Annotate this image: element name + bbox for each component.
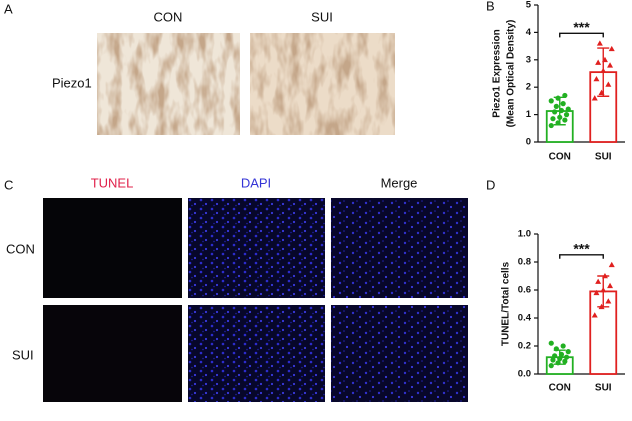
column-label: Merge (381, 175, 418, 190)
data-point (608, 45, 615, 52)
data-point (557, 114, 563, 120)
y-tick-label: 0.2 (518, 341, 531, 352)
data-point (557, 356, 563, 362)
micrograph-texture (97, 33, 240, 135)
x-tick-label: SUI (595, 152, 612, 163)
data-point (555, 120, 561, 126)
significance-label: *** (573, 241, 590, 257)
bar (589, 71, 618, 143)
column-label: TUNEL (91, 175, 134, 190)
data-point (553, 346, 559, 352)
micrograph (43, 198, 182, 298)
data-point (563, 112, 570, 118)
y-tick-label: 2 (526, 82, 531, 93)
data-point (562, 117, 568, 123)
significance-bracket (559, 32, 604, 38)
data-point (565, 106, 571, 112)
column-label: CON (154, 9, 183, 24)
data-point (608, 261, 615, 268)
data-point (595, 278, 602, 284)
data-point (548, 340, 554, 346)
column-label: DAPI (241, 175, 271, 190)
data-point (605, 298, 612, 304)
data-point (565, 349, 571, 355)
data-point (548, 122, 554, 129)
x-tick-label: SUI (595, 383, 612, 394)
data-point (593, 289, 600, 296)
y-tick-label: 1.0 (518, 229, 531, 240)
data-point (591, 95, 598, 101)
data-point (553, 103, 559, 109)
data-point (560, 101, 566, 107)
micrograph (331, 198, 468, 298)
y-tick-label: 0.0 (518, 369, 531, 380)
data-point (605, 81, 612, 87)
micrograph (188, 198, 325, 298)
y-tick-label: 0 (526, 137, 531, 148)
data-point (607, 282, 614, 289)
data-point (558, 351, 565, 357)
data-point (548, 363, 554, 369)
y-tick-label: 0.8 (518, 257, 531, 268)
data-point (601, 56, 608, 63)
significance-label: *** (573, 19, 590, 35)
panel-label: A (4, 1, 13, 16)
micrograph (188, 305, 325, 402)
data-point (548, 98, 554, 104)
panel-label: C (4, 177, 13, 192)
data-point (550, 357, 556, 363)
y-tick-label: 0.4 (518, 313, 532, 324)
data-point (563, 354, 570, 360)
data-point (598, 303, 605, 310)
data-point (601, 273, 608, 279)
data-point (552, 109, 558, 115)
data-point (593, 75, 600, 82)
micrograph (43, 305, 182, 402)
y-axis-label: (Mean Optical Density) (506, 20, 517, 128)
data-point (607, 62, 614, 68)
data-point (600, 287, 607, 293)
panel-label: D (486, 177, 495, 192)
y-axis-label: Piezo1 Expression (492, 29, 503, 117)
micrograph-texture (250, 33, 395, 135)
micrograph (331, 305, 468, 402)
significance-bracket (559, 254, 604, 259)
x-tick-label: CON (549, 152, 571, 163)
x-tick-label: CON (549, 383, 571, 394)
data-point (552, 353, 558, 359)
data-point (595, 59, 602, 65)
row-label: Piezo1 (52, 75, 92, 90)
data-point (596, 40, 603, 46)
y-tick-label: 0.6 (518, 285, 531, 296)
column-label: SUI (311, 9, 333, 24)
data-point (560, 343, 566, 349)
row-label: CON (6, 241, 35, 256)
y-tick-label: 5 (526, 0, 532, 11)
y-tick-label: 1 (526, 109, 532, 120)
data-point (591, 312, 598, 318)
data-point (562, 92, 568, 99)
y-tick-label: 3 (526, 54, 531, 65)
data-point (598, 89, 605, 95)
data-point (555, 95, 561, 101)
data-point (550, 116, 556, 122)
y-tick-label: 4 (526, 27, 532, 38)
row-label: SUI (12, 347, 34, 362)
panel-label: B (486, 0, 495, 13)
data-point (562, 358, 568, 364)
data-point (558, 107, 565, 114)
y-axis-label: TUNEL/Total cells (501, 261, 512, 346)
data-point (600, 67, 607, 74)
data-point (555, 360, 561, 366)
